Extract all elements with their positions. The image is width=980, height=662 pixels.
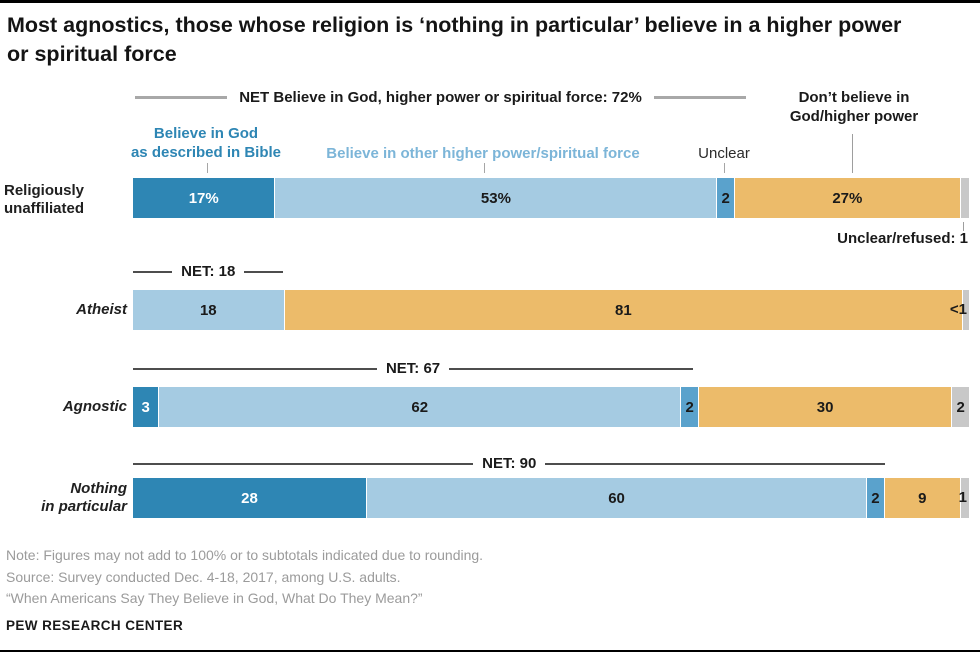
net-dash-right [545,462,886,465]
net-line-right-segment [653,96,746,99]
bar-segment-value: 30 [816,398,834,416]
net-line-left-segment [135,96,228,99]
bar-segment-higher_power: 62 [158,387,681,427]
bar-segment-value: 53% [480,189,511,207]
bar-segment-value: 2 [721,189,730,207]
net-dash-left [133,270,173,273]
bar-segment-unclear_refused [962,290,970,330]
callout-unclear-refused: Unclear/refused: 1 [837,230,968,247]
bar-segment-higher_power: 53% [274,178,717,218]
row-label-line2: unaffiliated [4,200,85,217]
net-line-atheist: NET: 18 [133,263,284,280]
bar-segment-god_bible: 28 [133,478,366,518]
net-dash-left [133,367,377,370]
bar-segment-value: 18 [199,301,217,319]
bar-agnostic: 3 62 2 30 2 [133,387,970,427]
legend-tick-bible [207,163,208,173]
bar-segment-dont_believe: 30 [698,387,952,427]
bar-segment-dont_believe: 81 [283,290,963,330]
net-dash-right [449,367,694,370]
note-line: Note: Figures may not add to 100% or to … [6,547,484,563]
bar-segment-value: 2 [956,398,965,416]
row-label-nothing-in-particular: Nothing in particular [0,480,127,516]
bar-segment-value: 27% [832,189,863,207]
row-label-atheist: Atheist [76,301,127,318]
bar-segment-dont_believe: 27% [734,178,960,218]
bar-segment-value: 3 [141,398,150,416]
bar-segment-value: 28 [241,489,258,507]
bar-religiously-unaffiliated: 17% 53% 2 27% [133,178,969,218]
bar-segment-higher_power: 60 [365,478,867,518]
net-label: NET: 18 [181,263,236,280]
bar-segment-unclear_refused [959,178,969,218]
bar-segment-value: 2 [685,398,694,416]
net-label-top: NET Believe in God, higher power or spir… [239,89,642,106]
bar-segment-dont_believe: 9 [883,478,960,518]
bar-segment-value: 62 [411,398,429,416]
row-label-line1: Religiously [4,182,85,199]
pew-research-center-brand: PEW RESEARCH CENTER [6,618,184,633]
net-line-religiously-unaffiliated: NET Believe in God, higher power or spir… [135,89,746,106]
bar-segment-value: 9 [918,489,927,507]
legend-tick-other [484,163,485,173]
callout-tick-unclear-refused [963,222,964,231]
bar-segment-unclear_refused: 2 [951,387,970,427]
row-label-agnostic: Agnostic [62,398,127,415]
bar-segment-value: 17% [188,189,219,207]
legend-believe-in-god-bible: Believe in God as described in Bible [95,124,317,162]
bar-segment-value: 2 [871,489,880,507]
bar-segment-god_bible: 3 [133,387,159,427]
row-label-line2: in particular [41,498,127,515]
legend-bible-line2: as described in Bible [130,144,282,161]
legend-dont-line2: God/higher power [789,108,919,125]
bar-segment-unclear: 2 [716,178,735,218]
bar-atheist: 18 81 [133,290,970,330]
bar-segment-higher_power: 18 [133,290,284,330]
net-dash-left [133,462,474,465]
bar-segment-value: 81 [615,301,632,319]
net-line-nothing-in-particular: NET: 90 [133,455,886,472]
report-title-line: “When Americans Say They Believe in God,… [6,590,423,606]
bar-segment-unclear_refused [959,478,969,518]
net-label: NET: 67 [385,360,441,377]
footnote-block: Note: Figures may not add to 100% or to … [6,545,706,610]
bar-nothing-in-particular: 28 60 2 9 [133,478,969,518]
legend-tick-unclear [724,163,725,173]
bottom-divider [0,650,980,652]
bar-segment-unclear: 2 [866,478,884,518]
row-label-religiously-unaffiliated: Religiously unaffiliated [4,182,128,218]
legend-dont-believe: Don’t believe in God/higher power [766,88,942,126]
bar-value-atheist-unclear-refused: <1 [949,301,967,318]
legend-other-higher-power: Believe in other higher power/spiritual … [326,145,640,162]
bar-segment-value: 60 [608,489,625,507]
legend-bible-line1: Believe in God [153,125,259,142]
legend-dont-line1: Don’t believe in [798,89,910,106]
net-label: NET: 90 [482,455,537,472]
bar-segment-god_bible: 17% [133,178,275,218]
chart-title: Most agnostics, those whose religion is … [7,13,902,66]
legend-pointer-dont-believe [852,134,853,173]
net-line-agnostic: NET: 67 [133,360,694,377]
net-dash-right [244,270,284,273]
legend-unclear: Unclear [698,145,750,162]
source-line: Source: Survey conducted Dec. 4-18, 2017… [6,568,401,585]
bar-segment-unclear: 2 [680,387,699,427]
bar-value-nothing-unclear-refused: 1 [958,489,967,506]
top-divider [0,0,980,3]
row-label-line1: Nothing [70,480,127,497]
